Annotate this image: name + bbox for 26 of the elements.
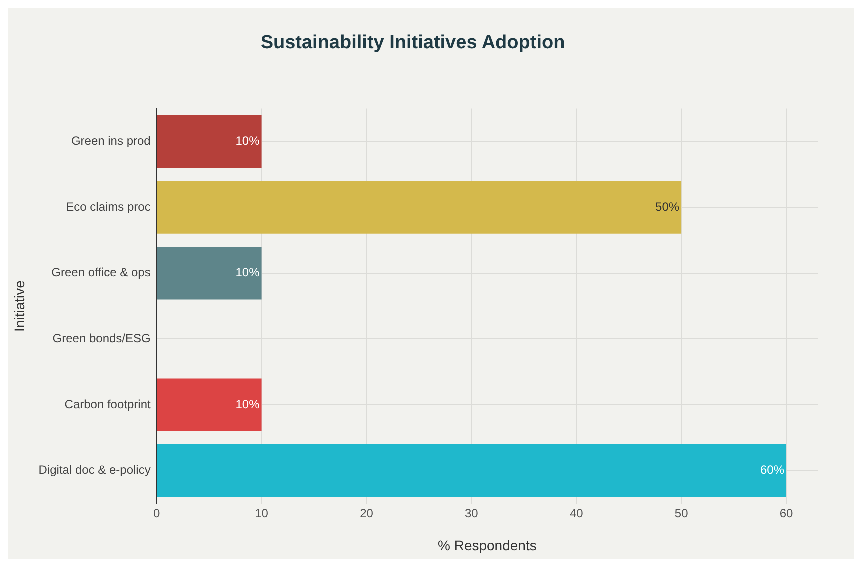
y-tick-label: Green office & ops	[52, 266, 151, 280]
data-label: 10%	[236, 397, 260, 412]
y-axis-title: Initiative	[11, 280, 28, 332]
bar	[157, 444, 787, 498]
bar	[157, 181, 682, 234]
data-label: 10%	[236, 266, 260, 280]
x-tick-label: 20	[360, 506, 374, 520]
y-tick-label: Eco claims proc	[66, 200, 151, 214]
y-tick-label: Carbon footprint	[64, 397, 152, 412]
data-label: 10%	[236, 134, 260, 148]
x-tick-label: 0	[154, 506, 161, 520]
x-tick-label: 30	[465, 506, 479, 520]
data-label: 50%	[656, 200, 680, 214]
data-label: 60%	[760, 463, 785, 478]
y-tick-label: Green ins prod	[71, 134, 151, 148]
bar	[157, 378, 262, 432]
chart-title: Sustainability Initiatives Adoption	[260, 32, 566, 54]
y-tick-label: Digital doc & e-policy	[38, 463, 151, 478]
x-tick-label: 50	[674, 506, 689, 520]
bar	[157, 247, 262, 300]
x-tick-label: 40	[570, 506, 584, 520]
x-tick-label: 60	[780, 506, 794, 520]
x-tick-label: 10	[255, 506, 269, 520]
y-tick-label: Green bonds/ESG	[52, 332, 151, 346]
x-axis-title: % Respondents	[438, 537, 537, 554]
bar	[157, 115, 262, 168]
